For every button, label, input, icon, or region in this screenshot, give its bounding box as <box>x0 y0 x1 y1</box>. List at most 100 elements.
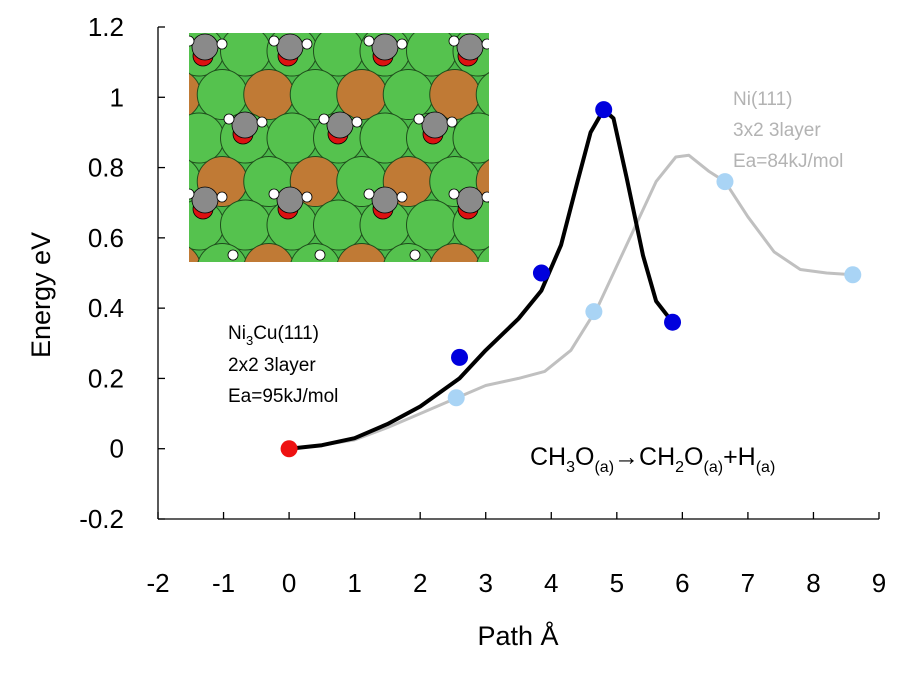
hydrogen-atom <box>301 191 313 203</box>
hydrogen-atom <box>223 113 235 125</box>
cu-atom <box>523 70 573 120</box>
hydrogen-atom <box>481 38 489 50</box>
y-tick-label: 1 <box>110 82 124 112</box>
ni-atom <box>174 287 224 337</box>
ni-atom <box>289 69 341 120</box>
hydrogen-atom <box>409 249 421 261</box>
y-tick-label: 0.4 <box>88 293 124 323</box>
ni-atom <box>500 26 550 76</box>
ni-atom <box>314 287 364 337</box>
data-point-series-1 <box>451 348 469 366</box>
ni-atom <box>475 72 489 117</box>
x-tick-label: -2 <box>146 568 169 598</box>
x-tick-label: 1 <box>347 568 361 598</box>
surface-structure-inset <box>128 0 573 337</box>
hydrogen-atom <box>396 191 408 203</box>
hydrogen-atom <box>396 38 408 50</box>
annotation-ni111-line3: Ea=84kJ/mol <box>733 151 843 172</box>
carbon-atom <box>326 111 354 139</box>
y-tick-label: 0 <box>110 434 124 464</box>
hydrogen-atom <box>363 35 375 47</box>
ni-atom <box>290 0 340 33</box>
series-layer <box>280 101 862 458</box>
x-tick-label: 9 <box>872 568 886 598</box>
hydrogen-atom <box>481 191 489 203</box>
ni-atom <box>407 287 457 337</box>
data-point-series-0 <box>447 389 465 407</box>
ni-atom <box>383 243 433 262</box>
carbon-atom <box>456 186 484 214</box>
y-tick-label: 1.2 <box>88 12 124 42</box>
ni-atom <box>128 26 178 76</box>
hydrogen-atom <box>216 38 228 50</box>
ni-atom <box>313 199 364 251</box>
ni-atom <box>128 287 178 337</box>
ni-atom <box>266 112 318 164</box>
hydrogen-atom <box>363 188 375 200</box>
start-point <box>280 440 298 458</box>
annotation-ni111-line1: Ni(111) <box>733 89 792 110</box>
x-tick-label: 8 <box>806 568 820 598</box>
reaction-equation: CH3O(a)→CH2O(a)+H(a) <box>530 443 775 476</box>
carbon-atom <box>371 33 399 61</box>
hydrogen-atom <box>189 188 195 200</box>
y-tick-label: -0.2 <box>79 504 124 534</box>
ni-atom <box>197 0 247 33</box>
ni-atom <box>523 0 573 33</box>
data-point-series-0 <box>844 266 862 284</box>
annotation-ni3cu-line1: Ni3Cu(111) <box>228 323 319 348</box>
data-point-series-0 <box>585 303 603 321</box>
ni-atom <box>244 0 294 33</box>
ni-atom <box>313 33 364 77</box>
y-tick-label: 0.8 <box>88 153 124 183</box>
ni-atom <box>406 199 457 251</box>
x-tick-label: -1 <box>212 568 235 598</box>
hydrogen-atom <box>268 35 280 47</box>
ni-atom <box>128 113 178 163</box>
ni-atom <box>406 33 457 77</box>
carbon-atom <box>276 186 304 214</box>
hydrogen-atom <box>318 113 330 125</box>
ni-atom <box>383 0 433 33</box>
hydrogen-atom <box>446 116 458 128</box>
x-tick-label: 5 <box>610 568 624 598</box>
carbon-atom <box>231 111 259 139</box>
hydrogen-atom <box>301 38 313 50</box>
axes: -0.2 0 0.2 0.4 0.6 0.8 1 1.2 -2 -1 0 1 2 3 4 5 6 7 8 9 <box>79 12 886 598</box>
cu-atom <box>336 69 388 120</box>
data-point-series-1 <box>532 264 550 282</box>
x-tick-label: 7 <box>741 568 755 598</box>
ni-atom <box>197 243 247 262</box>
cu-atom <box>243 69 295 120</box>
annotation-ni111-line2: 3x2 3layer <box>733 120 821 141</box>
hydrogen-atom <box>413 113 425 125</box>
ni-atom <box>500 200 550 250</box>
annotation-ni3cu-line3: Ea=95kJ/mol <box>228 386 338 407</box>
ni-atom <box>453 287 503 337</box>
data-point-series-1 <box>664 313 682 331</box>
x-tick-label: 6 <box>675 568 689 598</box>
ni-atom <box>452 112 489 164</box>
hydrogen-atom <box>448 35 460 47</box>
series-line-0 <box>287 153 855 451</box>
ni-atom <box>196 69 248 120</box>
data-point-series-0 <box>716 173 734 191</box>
hydrogen-atom <box>227 249 239 261</box>
cu-atom <box>337 243 387 262</box>
y-axis-label: Energy eV <box>26 232 56 358</box>
ni-atom <box>476 246 489 262</box>
carbon-atom <box>276 33 304 61</box>
ni-atom <box>523 157 573 207</box>
carbon-atom <box>456 33 484 61</box>
x-tick-label: 0 <box>282 568 296 598</box>
hydrogen-atom <box>351 116 363 128</box>
hydrogen-atom <box>448 188 460 200</box>
annotation-ni3cu: Ni3Cu(111) 2x2 3layer Ea=95kJ/mol <box>228 323 338 407</box>
x-tick-label: 2 <box>413 568 427 598</box>
hydrogen-atom <box>216 191 228 203</box>
x-tick-label: 3 <box>478 568 492 598</box>
hydrogen-atom <box>314 249 326 261</box>
carbon-atom <box>191 33 219 61</box>
series-line-1 <box>287 107 675 451</box>
data-point-series-1 <box>595 101 613 119</box>
